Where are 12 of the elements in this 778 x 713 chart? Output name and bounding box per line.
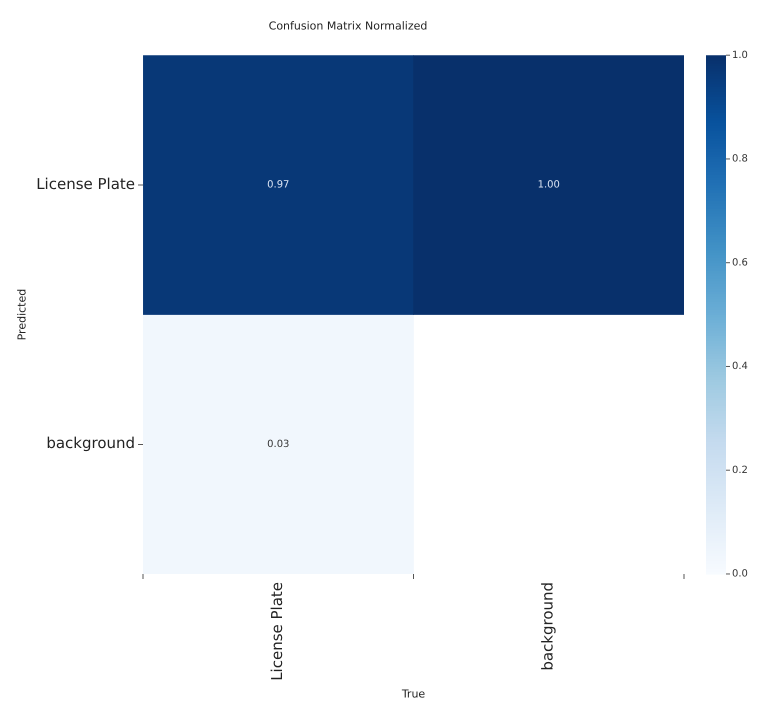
data-label: 0.03 — [267, 438, 290, 450]
data-label: 0.97 — [267, 179, 290, 190]
color-bar-label: 0.2 — [732, 464, 748, 476]
color-bar-label: 0.0 — [732, 568, 748, 580]
y-axis-title: Predicted — [15, 288, 28, 340]
color-bar-label: 0.8 — [732, 154, 748, 165]
color-bar-label: 1.0 — [732, 50, 748, 61]
data-label: 1.00 — [538, 179, 560, 190]
color-bar-label: 0.4 — [732, 361, 748, 372]
x-axis-title: True — [400, 687, 426, 700]
chart-title: Confusion Matrix Normalized — [268, 19, 428, 32]
color-bar-label: 0.6 — [732, 257, 748, 268]
